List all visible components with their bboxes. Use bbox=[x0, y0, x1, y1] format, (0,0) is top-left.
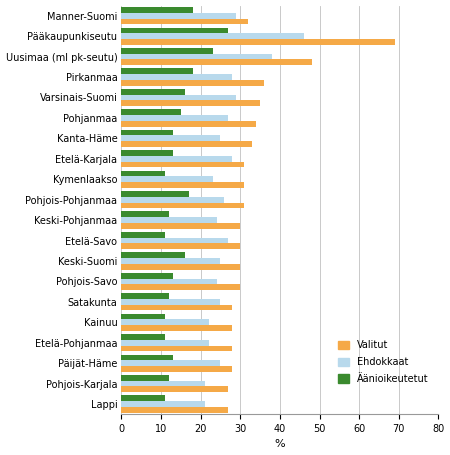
Bar bbox=[122, 319, 209, 325]
Bar bbox=[122, 121, 256, 126]
Bar bbox=[122, 395, 165, 401]
Bar bbox=[122, 109, 181, 115]
Bar bbox=[122, 217, 216, 223]
Bar bbox=[122, 69, 193, 74]
Bar bbox=[122, 273, 173, 278]
Bar bbox=[122, 182, 244, 188]
Bar bbox=[122, 197, 225, 202]
Bar bbox=[122, 253, 185, 258]
Bar bbox=[122, 375, 169, 381]
Bar bbox=[122, 13, 236, 19]
Bar bbox=[122, 171, 165, 177]
Bar bbox=[122, 162, 244, 167]
Bar bbox=[122, 177, 212, 182]
Bar bbox=[122, 48, 212, 54]
Bar bbox=[122, 354, 173, 360]
Bar bbox=[122, 39, 395, 45]
Bar bbox=[122, 278, 216, 284]
Bar bbox=[122, 386, 229, 392]
Bar bbox=[122, 238, 229, 243]
Bar bbox=[122, 150, 173, 156]
Bar bbox=[122, 232, 165, 238]
Bar bbox=[122, 28, 229, 33]
Bar bbox=[122, 7, 193, 13]
Bar bbox=[122, 89, 185, 95]
Bar bbox=[122, 95, 236, 101]
Bar bbox=[122, 313, 165, 319]
Bar bbox=[122, 54, 272, 60]
Bar bbox=[122, 243, 240, 249]
Bar bbox=[122, 334, 165, 340]
Bar bbox=[122, 115, 229, 121]
Bar bbox=[122, 325, 232, 331]
Bar bbox=[122, 80, 264, 86]
Bar bbox=[122, 407, 229, 413]
X-axis label: %: % bbox=[274, 440, 285, 450]
Bar bbox=[122, 191, 189, 197]
Bar bbox=[122, 156, 232, 162]
Bar bbox=[122, 284, 240, 290]
Bar bbox=[122, 264, 240, 269]
Bar bbox=[122, 345, 232, 351]
Bar bbox=[122, 401, 205, 407]
Bar bbox=[122, 212, 169, 217]
Bar bbox=[122, 305, 232, 310]
Bar bbox=[122, 60, 311, 65]
Bar bbox=[122, 366, 232, 372]
Bar bbox=[122, 223, 240, 229]
Bar bbox=[122, 340, 209, 345]
Bar bbox=[122, 130, 173, 136]
Bar bbox=[122, 202, 244, 208]
Bar bbox=[122, 74, 232, 80]
Bar bbox=[122, 136, 220, 141]
Bar bbox=[122, 19, 248, 25]
Bar bbox=[122, 360, 220, 366]
Legend: Valitut, Ehdokkaat, Äänioikeutetut: Valitut, Ehdokkaat, Äänioikeutetut bbox=[333, 335, 433, 389]
Bar bbox=[122, 381, 205, 386]
Bar bbox=[122, 33, 304, 39]
Bar bbox=[122, 293, 169, 299]
Bar bbox=[122, 299, 220, 305]
Bar bbox=[122, 101, 260, 106]
Bar bbox=[122, 258, 220, 264]
Bar bbox=[122, 141, 252, 147]
